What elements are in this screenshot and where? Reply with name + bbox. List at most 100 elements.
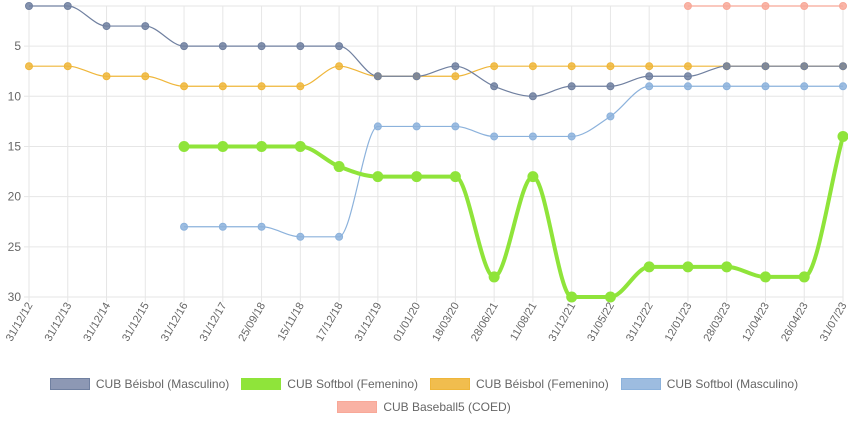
data-point-cub-baseball5-coed (800, 2, 809, 10)
legend-swatch (241, 377, 282, 390)
x-tick-label: 25/09/18 (236, 301, 268, 344)
legend-swatch (620, 377, 661, 390)
y-tick-label: 15 (8, 139, 22, 153)
series-line-cub-beisbol-masculino (28, 5, 843, 97)
x-tick-label: 18/03/20 (430, 301, 462, 344)
x-tick-label: 31/05/22 (585, 301, 617, 344)
data-point-cub-beisbol-masculino (528, 92, 537, 101)
data-point-cub-beisbol-femenino (451, 72, 460, 81)
data-point-cub-beisbol-femenino (335, 62, 344, 71)
data-point-cub-softbol-masculino (683, 82, 692, 91)
data-point-cub-softbol-femenino (721, 261, 733, 273)
grid (24, 5, 844, 302)
data-point-cub-beisbol-femenino (257, 82, 266, 91)
data-point-cub-beisbol-femenino (490, 62, 499, 71)
data-point-cub-beisbol-masculino (761, 62, 770, 71)
data-point-cub-softbol-masculino (490, 132, 499, 141)
data-point-cub-beisbol-masculino (683, 72, 692, 81)
legend-item-softbol-femenino[interactable]: CUB Softbol (Femenino) (241, 377, 418, 391)
data-point-cub-beisbol-femenino (528, 62, 537, 71)
x-tick-label: 01/01/20 (391, 301, 423, 344)
y-tick-label: 20 (8, 190, 22, 204)
data-point-cub-beisbol-masculino (839, 62, 847, 71)
data-point-cub-softbol-femenino (527, 171, 539, 183)
legend-swatch (49, 377, 90, 390)
x-tick-label: 17/12/18 (314, 301, 346, 344)
data-point-cub-beisbol-masculino (567, 82, 576, 91)
legend-row-1: CUB Béisbol (Masculino) CUB Softbol (Fem… (0, 372, 848, 395)
data-point-cub-softbol-masculino (180, 222, 189, 231)
data-point-cub-beisbol-femenino (25, 62, 33, 71)
data-point-cub-softbol-masculino (451, 122, 460, 131)
series-points (25, 2, 848, 303)
data-point-cub-softbol-masculino (800, 82, 809, 91)
data-point-cub-beisbol-masculino (63, 2, 72, 10)
data-point-cub-softbol-femenino (798, 271, 810, 283)
x-tick-label: 11/08/21 (508, 301, 539, 343)
data-point-cub-beisbol-masculino (645, 72, 654, 81)
data-point-cub-beisbol-femenino (683, 62, 692, 71)
data-point-cub-beisbol-femenino (180, 82, 189, 91)
data-point-cub-beisbol-masculino (335, 42, 344, 51)
data-point-cub-softbol-femenino (488, 271, 500, 283)
y-axis-ticks: 5 10 15 20 25 30 (8, 39, 22, 304)
data-point-cub-softbol-femenino (217, 140, 229, 152)
data-point-cub-softbol-femenino (682, 261, 694, 273)
x-tick-label: 12/04/23 (740, 301, 772, 344)
data-point-cub-softbol-femenino (604, 291, 616, 303)
data-point-cub-beisbol-masculino (180, 42, 189, 51)
x-tick-label: 31/07/23 (818, 301, 848, 344)
data-point-cub-softbol-masculino (761, 82, 770, 91)
data-point-cub-beisbol-femenino (63, 62, 72, 71)
x-tick-label: 28/03/23 (702, 301, 734, 344)
data-point-cub-softbol-masculino (412, 122, 421, 131)
x-tick-label: 31/12/12 (4, 301, 36, 344)
legend-label: CUB Softbol (Femenino) (287, 376, 418, 391)
data-point-cub-softbol-masculino (567, 132, 576, 141)
x-tick-label: 26/04/23 (779, 301, 811, 344)
data-point-cub-beisbol-masculino (141, 22, 150, 31)
data-point-cub-beisbol-masculino (25, 2, 33, 10)
data-point-cub-softbol-masculino (839, 82, 847, 91)
series-line-cub-softbol-masculino (184, 85, 843, 238)
data-point-cub-beisbol-masculino (490, 82, 499, 91)
data-point-cub-softbol-femenino (566, 291, 578, 303)
data-point-cub-beisbol-masculino (257, 42, 266, 51)
data-point-cub-softbol-femenino (178, 140, 190, 152)
legend-label: CUB Baseball5 (COED) (383, 399, 511, 414)
x-tick-label: 31/12/21 (546, 301, 578, 344)
data-point-cub-baseball5-coed (839, 2, 847, 10)
data-point-cub-softbol-masculino (335, 232, 344, 241)
y-tick-label: 5 (14, 39, 21, 53)
x-tick-label: 12/01/23 (663, 301, 695, 344)
legend-item-beisbol-femenino[interactable]: CUB Béisbol (Femenino) (430, 377, 609, 391)
x-tick-label: 28/06/21 (469, 300, 501, 343)
data-point-cub-softbol-femenino (449, 171, 461, 183)
data-point-cub-beisbol-masculino (722, 62, 731, 71)
legend-item-softbol-masculino[interactable]: CUB Softbol (Masculino) (620, 377, 798, 391)
series-lines (28, 5, 845, 299)
data-point-cub-softbol-masculino (722, 82, 731, 91)
data-point-cub-softbol-masculino (218, 222, 227, 231)
legend-row-2: CUB Baseball5 (COED) (0, 395, 848, 418)
data-point-cub-baseball5-coed (683, 2, 692, 10)
data-point-cub-baseball5-coed (722, 2, 731, 10)
x-tick-label: 31/12/15 (120, 301, 152, 344)
data-point-cub-softbol-masculino (528, 132, 537, 141)
data-point-cub-softbol-femenino (411, 171, 423, 183)
legend: CUB Béisbol (Masculino) CUB Softbol (Fem… (0, 372, 848, 418)
x-tick-label: 31/12/13 (43, 301, 75, 344)
x-tick-label: 15/11/18 (276, 301, 307, 343)
data-point-cub-beisbol-masculino (218, 42, 227, 51)
y-tick-label: 30 (8, 290, 22, 304)
x-tick-label: 31/12/22 (624, 301, 656, 344)
data-point-cub-beisbol-masculino (451, 62, 460, 71)
legend-item-baseball5-coed[interactable]: CUB Baseball5 (COED) (337, 399, 511, 414)
x-tick-label: 31/12/19 (353, 301, 385, 344)
legend-label: CUB Béisbol (Femenino) (476, 376, 609, 391)
data-point-cub-softbol-femenino (372, 171, 384, 183)
legend-item-beisbol-masculino[interactable]: CUB Béisbol (Masculino) (49, 377, 229, 391)
data-point-cub-softbol-masculino (257, 222, 266, 231)
data-point-cub-beisbol-femenino (141, 72, 150, 81)
